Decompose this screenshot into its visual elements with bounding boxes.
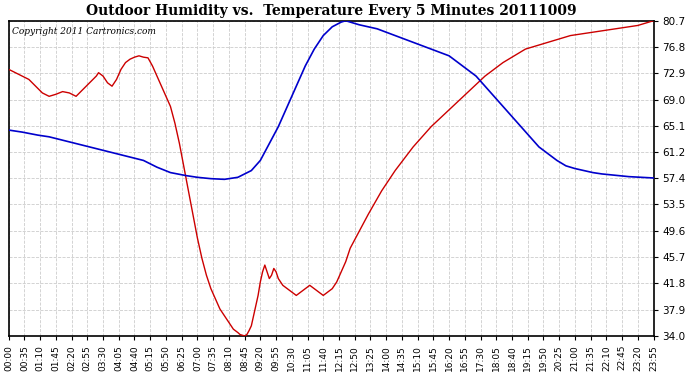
Text: Copyright 2011 Cartronics.com: Copyright 2011 Cartronics.com	[12, 27, 156, 36]
Title: Outdoor Humidity vs.  Temperature Every 5 Minutes 20111009: Outdoor Humidity vs. Temperature Every 5…	[86, 4, 576, 18]
